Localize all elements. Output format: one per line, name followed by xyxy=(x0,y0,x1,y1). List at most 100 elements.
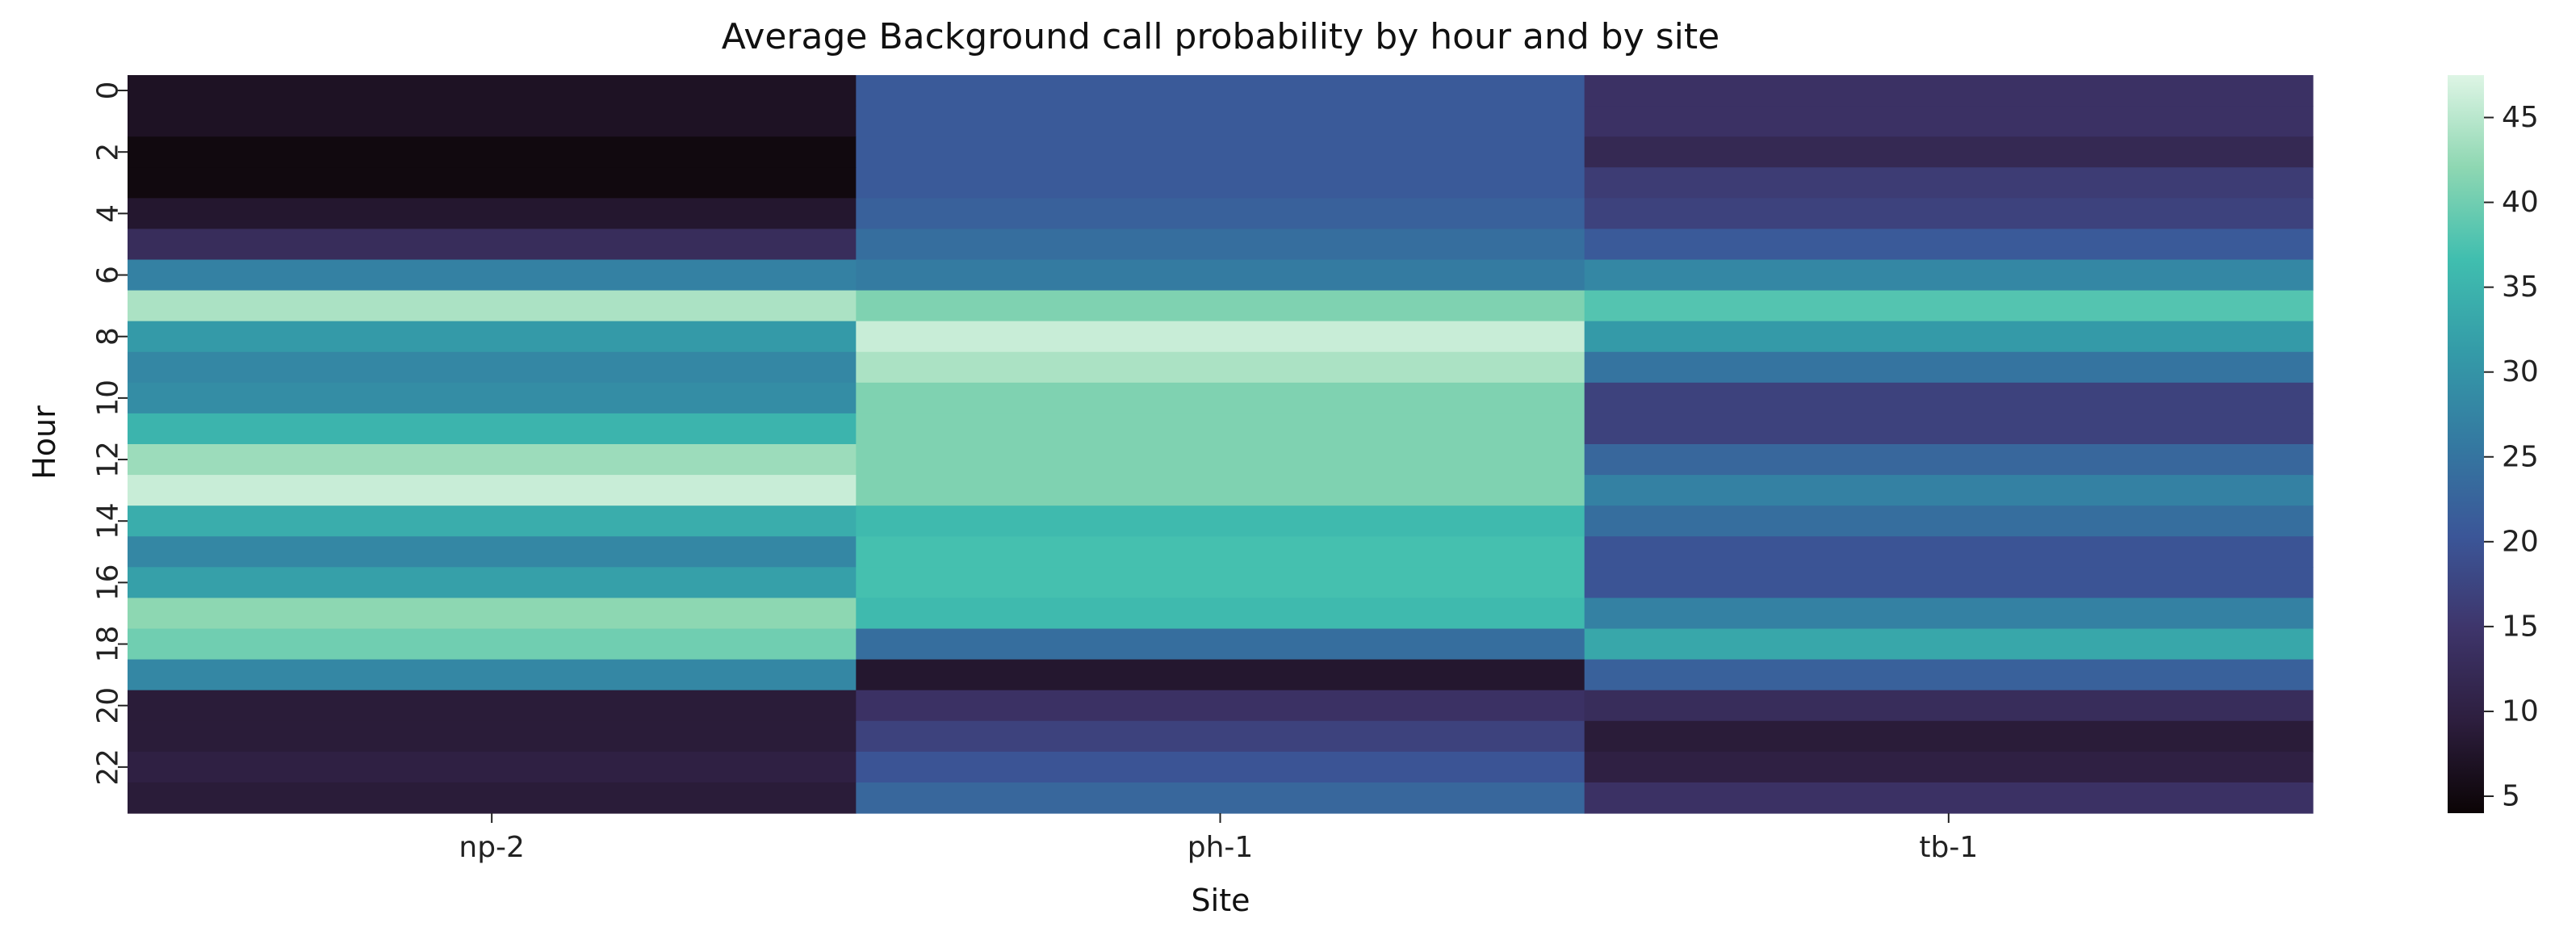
heatmap-cell xyxy=(128,628,857,661)
x-axis-label: Site xyxy=(1192,883,1250,918)
heatmap-cell xyxy=(1584,444,2314,476)
heatmap-cell xyxy=(1584,536,2314,568)
heatmap-cell xyxy=(128,321,857,353)
y-tick-label: 8 xyxy=(92,327,125,346)
heatmap-cell xyxy=(856,290,1585,322)
heatmap-cell xyxy=(856,413,1585,445)
y-axis: 0 2 4 6 8 10 12 14 16 18 20 22 xyxy=(92,82,128,786)
heatmap-cell xyxy=(128,720,857,753)
heatmap-cell xyxy=(1584,598,2314,630)
heatmap-cell xyxy=(128,229,857,261)
heatmap-cell xyxy=(128,659,857,691)
heatmap-cell xyxy=(1584,720,2314,753)
x-tick-label: ph-1 xyxy=(1187,831,1254,864)
heatmap-cell xyxy=(128,444,857,476)
y-tick-label: 18 xyxy=(92,626,125,663)
heatmap-cell xyxy=(128,598,857,630)
chart-title: Average Background call probability by h… xyxy=(722,16,1719,57)
heatmap-cell xyxy=(1584,506,2314,537)
heatmap-cell xyxy=(1584,229,2314,261)
heatmap-cell xyxy=(128,567,857,599)
heatmap-cell xyxy=(856,444,1585,476)
colorbar-tick-label: 35 xyxy=(2502,271,2539,304)
colorbar-tick-label: 30 xyxy=(2502,355,2539,388)
heatmap-cell xyxy=(128,536,857,568)
heatmap-cell xyxy=(1584,167,2314,199)
heatmap-cell xyxy=(1584,321,2314,353)
colorbar-tick-label: 5 xyxy=(2502,779,2520,812)
y-tick-label: 22 xyxy=(92,749,125,786)
heatmap-cell xyxy=(1584,75,2314,107)
heatmap-cell xyxy=(856,259,1585,292)
heatmap-cell xyxy=(856,751,1585,783)
heatmap-cell xyxy=(856,167,1585,199)
heatmap-cell xyxy=(856,198,1585,230)
heatmap-cell xyxy=(1584,413,2314,445)
heatmap-cell xyxy=(856,628,1585,661)
x-axis: np-2 ph-1 tb-1 xyxy=(459,813,1978,864)
colorbar-ticks: 5 10 15 20 25 30 35 40 45 xyxy=(2484,101,2539,812)
colorbar-tick-label: 15 xyxy=(2502,610,2539,643)
y-tick-label: 16 xyxy=(92,564,125,601)
colorbar-tick-label: 45 xyxy=(2502,101,2539,134)
heatmap-cell xyxy=(856,720,1585,753)
heatmap-cell xyxy=(856,321,1585,353)
heatmap-cell xyxy=(1584,751,2314,783)
heatmap-cell xyxy=(128,106,857,137)
heatmap-cell xyxy=(1584,690,2314,722)
heatmap-cell xyxy=(856,106,1585,137)
heatmap-cell xyxy=(856,475,1585,506)
heatmap-cell xyxy=(856,598,1585,630)
heatmap-cells xyxy=(128,75,2314,814)
heatmap-cell xyxy=(856,690,1585,722)
heatmap-cell xyxy=(1584,290,2314,322)
heatmap-cell xyxy=(856,382,1585,414)
heatmap-cell xyxy=(856,659,1585,691)
x-tick-label: tb-1 xyxy=(1919,831,1978,864)
y-tick-label: 20 xyxy=(92,687,125,724)
heatmap-cell xyxy=(128,751,857,783)
heatmap-cell xyxy=(1584,628,2314,661)
heatmap-cell xyxy=(856,351,1585,384)
heatmap-cell xyxy=(1584,136,2314,168)
y-tick-label: 4 xyxy=(92,204,125,223)
y-axis-label: Hour xyxy=(27,405,62,480)
heatmap-cell xyxy=(128,782,857,814)
heatmap-cell xyxy=(856,229,1585,261)
heatmap-cell xyxy=(128,198,857,230)
heatmap-cell xyxy=(1584,198,2314,230)
heatmap-cell xyxy=(856,75,1585,107)
colorbar-tick-label: 25 xyxy=(2502,440,2539,473)
heatmap-cell xyxy=(856,136,1585,168)
y-tick-label: 2 xyxy=(92,143,125,162)
heatmap-cell xyxy=(128,167,857,199)
heatmap-cell xyxy=(856,536,1585,568)
heatmap-cell xyxy=(1584,351,2314,384)
heatmap-cell xyxy=(856,506,1585,537)
heatmap-cell xyxy=(1584,782,2314,814)
heatmap-cell xyxy=(128,413,857,445)
heatmap-cell xyxy=(128,351,857,384)
heatmap-cell xyxy=(128,382,857,414)
heatmap-cell xyxy=(856,567,1585,599)
heatmap-cell xyxy=(1584,382,2314,414)
heatmap-cell xyxy=(1584,475,2314,506)
colorbar-tick-label: 20 xyxy=(2502,525,2539,558)
colorbar-tick-label: 10 xyxy=(2502,694,2539,728)
heatmap-cell xyxy=(1584,567,2314,599)
y-tick-label: 12 xyxy=(92,441,125,478)
heatmap-cell xyxy=(128,506,857,537)
heatmap-cell xyxy=(128,136,857,168)
heatmap-cell xyxy=(128,259,857,292)
colorbar-tick-label: 40 xyxy=(2502,186,2539,219)
heatmap-cell xyxy=(128,690,857,722)
colorbar xyxy=(2448,75,2484,813)
heatmap-cell xyxy=(128,75,857,107)
x-tick-label: np-2 xyxy=(459,831,525,864)
heatmap-cell xyxy=(128,475,857,506)
y-tick-label: 10 xyxy=(92,380,125,417)
heatmap-cell xyxy=(128,290,857,322)
heatmap-cell xyxy=(1584,659,2314,691)
